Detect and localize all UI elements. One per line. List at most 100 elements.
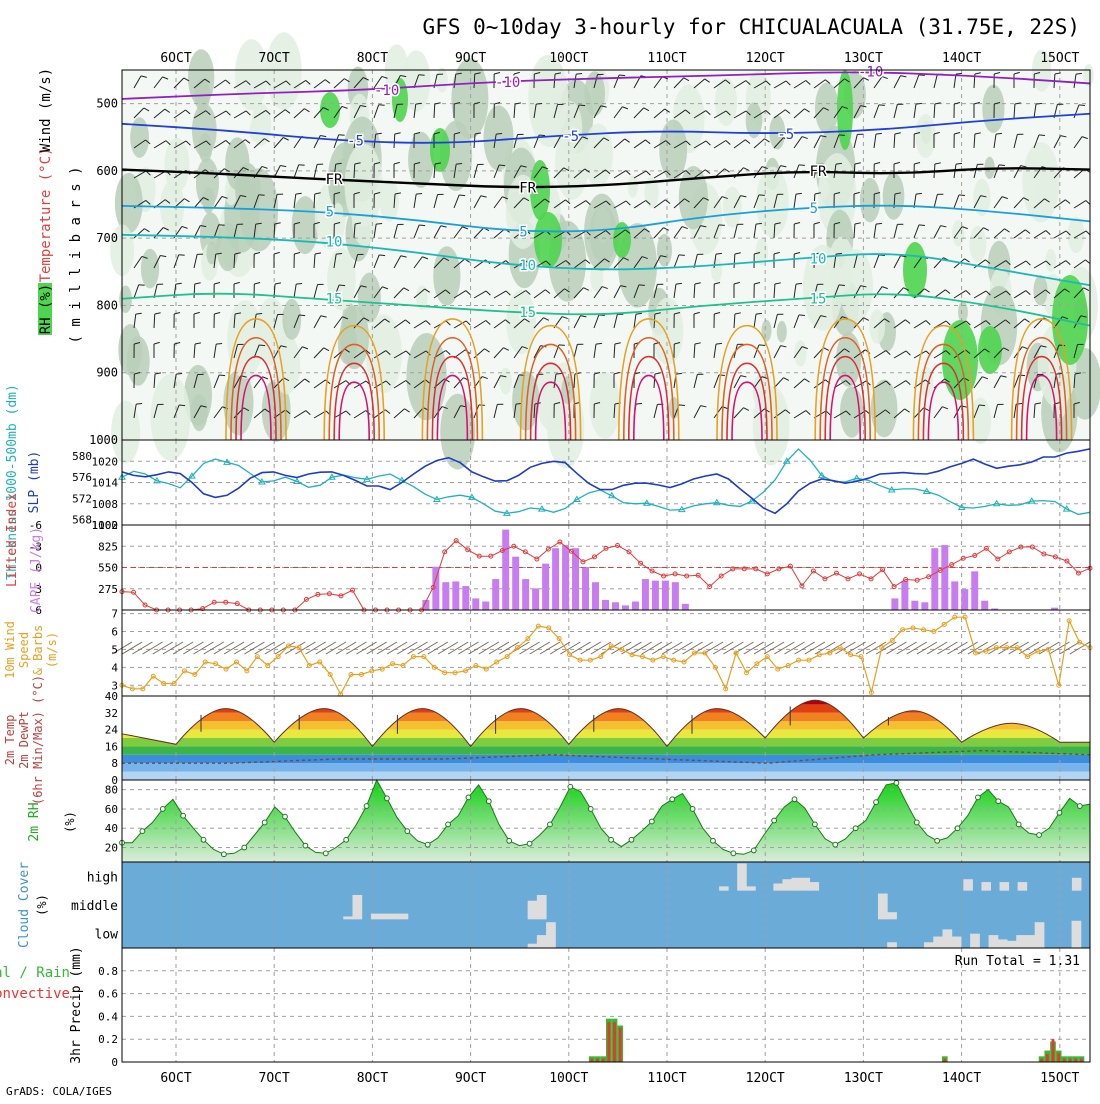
rh-shading	[408, 132, 434, 188]
time-label-bottom: 15OCT	[1040, 1071, 1079, 1086]
surface-wind-barb	[336, 642, 356, 654]
cape-bar	[971, 571, 978, 610]
surface-wind-barb	[183, 642, 203, 654]
surface-wind-barb	[550, 642, 570, 654]
temp-contour-label: 5	[519, 224, 527, 240]
rh-shading	[815, 82, 839, 133]
cloud-bar	[998, 939, 1008, 948]
time-label-top: 7OCT	[259, 51, 290, 66]
surface-wind-barb	[397, 642, 417, 654]
wind-barb-feather	[679, 255, 685, 256]
surface-wind-barb	[479, 642, 499, 654]
precip-tick: 0.2	[98, 1033, 118, 1046]
precip-convective-bar	[619, 1028, 622, 1062]
cape-bar	[981, 601, 988, 610]
wind-barb-feather	[176, 373, 182, 374]
surface-wind-barb	[642, 642, 662, 654]
rh-point	[262, 820, 267, 825]
rh-point	[1057, 810, 1062, 815]
rh-shading	[869, 309, 885, 343]
cloud-bar	[970, 934, 980, 948]
wind-barb-feather	[999, 165, 1005, 166]
wind-tick: 6	[111, 626, 118, 639]
slp-tick: 1008	[92, 498, 119, 511]
precip-convective-bar	[1040, 1059, 1043, 1062]
pressure-tick: 700	[96, 231, 118, 245]
temp-contour-label: 10	[810, 251, 827, 267]
rh-point	[955, 826, 960, 831]
rh-shading	[628, 175, 638, 197]
surface-wind-barb	[346, 642, 366, 654]
cloud-bar	[878, 894, 888, 920]
cape-bar	[502, 530, 509, 610]
temp-tick: 32	[105, 707, 118, 720]
ylabel-temp2m: (6hr Min/Max) (°C)	[31, 675, 45, 805]
cape-bar	[632, 602, 639, 611]
wind-barb-feather	[1039, 135, 1045, 136]
surface-wind-barb	[458, 642, 478, 654]
wind-tick: 5	[111, 643, 118, 656]
surface-wind-barb	[805, 642, 825, 654]
wind-barb-feather	[879, 105, 885, 106]
footer-credit: GrADS: COLA/IGES	[6, 1085, 112, 1098]
temp-contour-label: 10	[519, 258, 536, 274]
wind-barb-feather	[619, 75, 625, 76]
precip-convective-bar	[613, 1022, 616, 1062]
thickness-tick: 572	[72, 492, 92, 505]
surface-wind-barb	[897, 642, 917, 654]
rh-point	[792, 797, 797, 802]
wind-barb-feather	[299, 315, 305, 316]
cloud-bar	[942, 929, 952, 948]
precip-convective-bar	[1052, 1039, 1055, 1062]
rh-point	[874, 800, 879, 805]
rh-point	[486, 799, 491, 804]
rh-point	[568, 784, 573, 789]
pressure-tick: 900	[96, 366, 118, 380]
rh-point	[140, 829, 145, 834]
time-label-top: 10OCT	[549, 51, 588, 66]
precip-tick: 0.8	[98, 965, 118, 978]
surface-wind-barb	[418, 642, 438, 654]
surface-wind-barb	[927, 642, 947, 654]
wind-barb-feather	[416, 193, 422, 194]
rh-point	[690, 807, 695, 812]
rh-high-shading	[320, 92, 340, 128]
wind-barb-feather	[379, 255, 385, 256]
rh-point	[527, 841, 532, 846]
cape-bar	[462, 586, 469, 610]
rh-point	[323, 851, 328, 856]
rh-point	[425, 842, 430, 847]
rh-shading	[777, 321, 787, 343]
wind-barb-feather	[419, 225, 425, 226]
surface-wind-barb	[122, 642, 142, 654]
cloud-bar	[528, 901, 538, 920]
precip-convective-bar	[607, 1022, 610, 1062]
cape-tick: 1100	[92, 519, 119, 532]
cloud-bar	[537, 895, 547, 919]
precip-convective-bar	[596, 1059, 599, 1062]
cloud-bar	[746, 886, 756, 890]
wind-barb-feather	[179, 405, 185, 406]
rh-point	[160, 807, 165, 812]
time-label-bottom: 11OCT	[647, 1071, 686, 1086]
rh-shading	[227, 300, 263, 378]
surface-wind-barb	[866, 642, 886, 654]
time-label-bottom: 10OCT	[549, 1071, 588, 1086]
ylabel-rh2m-unit: (%)	[63, 811, 77, 833]
wind-tick: 4	[111, 661, 118, 674]
temp-contour-label: FR	[810, 164, 827, 180]
cape-bar	[941, 545, 948, 610]
cape-bar	[921, 602, 928, 610]
wind-barb-feather	[576, 73, 582, 74]
rh-shading	[127, 336, 150, 386]
rh-shading	[982, 85, 1004, 133]
ylabel-temp2m: 2m Temp	[3, 715, 17, 766]
chart-title: GFS 0~10day 3-hourly for CHICUALACUALA (…	[423, 15, 1080, 39]
wind-barb-feather	[216, 343, 222, 344]
temp-tick: 16	[105, 740, 118, 753]
wind-barb-feather	[919, 75, 925, 76]
temp-contour-label: -10	[374, 83, 399, 99]
surface-wind-barb	[672, 642, 692, 654]
surface-wind-barb	[316, 642, 336, 654]
